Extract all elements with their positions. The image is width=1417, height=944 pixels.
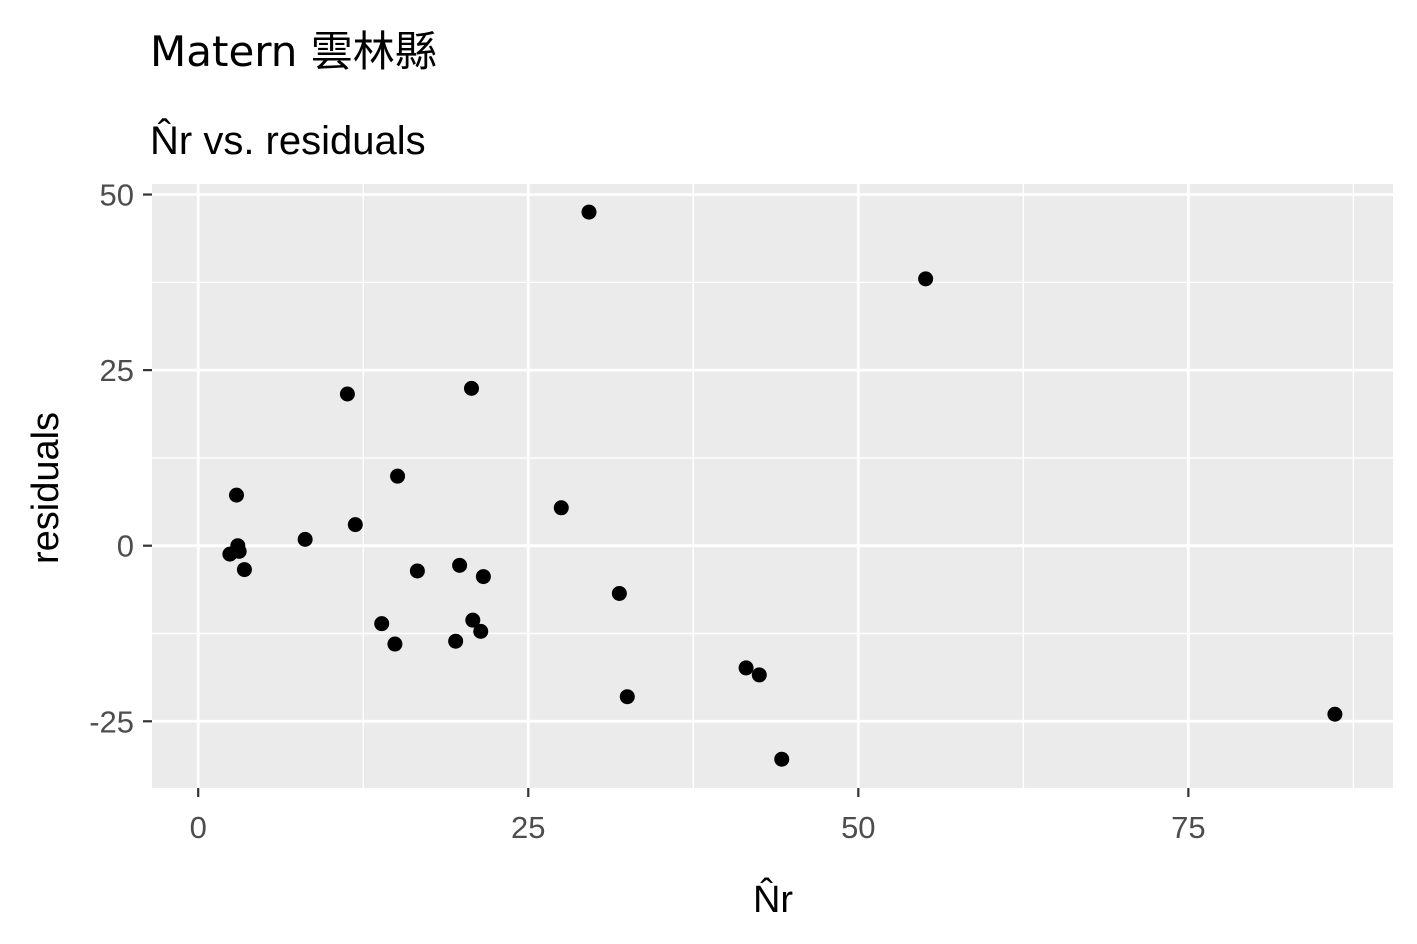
data-points bbox=[222, 204, 1343, 767]
data-point bbox=[236, 562, 252, 578]
x-tick-label: 75 bbox=[1171, 810, 1205, 845]
data-point bbox=[390, 468, 406, 484]
y-tick-label: -25 bbox=[89, 704, 134, 739]
plot-panel bbox=[152, 184, 1393, 788]
data-point bbox=[448, 633, 464, 649]
data-point bbox=[619, 689, 635, 705]
axis-ticks bbox=[143, 193, 1190, 797]
data-point bbox=[1327, 706, 1343, 722]
y-axis-title: residuals bbox=[25, 412, 67, 564]
data-point bbox=[581, 204, 597, 220]
data-point bbox=[774, 751, 790, 767]
data-point bbox=[465, 612, 481, 628]
data-point bbox=[297, 531, 313, 547]
data-point bbox=[347, 517, 363, 533]
data-point bbox=[611, 585, 627, 601]
data-point bbox=[452, 557, 468, 573]
panel-background bbox=[152, 184, 1393, 788]
y-tick-label: 50 bbox=[100, 178, 134, 213]
data-point bbox=[553, 500, 569, 516]
x-axis-title: N̂r bbox=[753, 877, 793, 921]
chart-title: Matern 雲林縣 bbox=[150, 27, 437, 76]
y-tick-label: 25 bbox=[100, 353, 134, 388]
chart-subtitle: N̂r vs. residuals bbox=[150, 117, 426, 163]
data-point bbox=[738, 660, 754, 676]
data-point bbox=[387, 636, 403, 652]
data-point bbox=[751, 667, 767, 683]
data-point bbox=[473, 623, 489, 639]
x-tick-label: 0 bbox=[190, 810, 207, 845]
x-tick-label: 50 bbox=[841, 810, 875, 845]
data-point bbox=[918, 271, 934, 287]
data-point bbox=[339, 386, 355, 402]
y-tick-label: 0 bbox=[117, 529, 134, 564]
grid-lines bbox=[152, 184, 1393, 788]
data-point bbox=[475, 569, 491, 585]
data-point bbox=[463, 380, 479, 396]
data-point bbox=[409, 563, 425, 579]
tick-labels: 0 25 50 75 50 25 0 -25 bbox=[89, 178, 1205, 845]
x-tick-label: 25 bbox=[511, 810, 545, 845]
data-point bbox=[374, 616, 390, 632]
data-point bbox=[228, 487, 244, 503]
data-point bbox=[231, 543, 247, 559]
